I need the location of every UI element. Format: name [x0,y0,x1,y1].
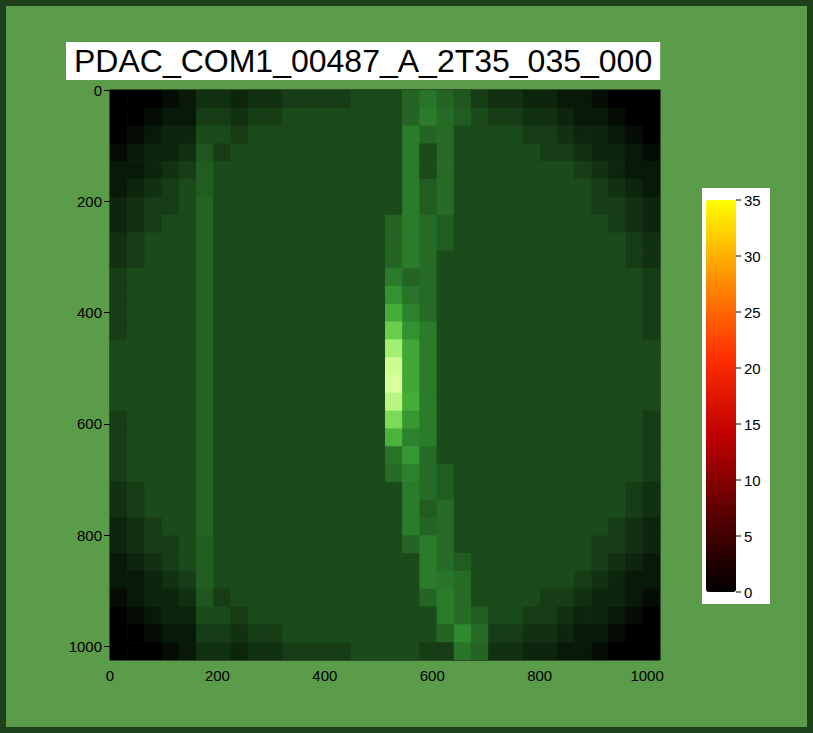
svg-text:5: 5 [744,528,752,545]
svg-text:10: 10 [744,472,761,489]
svg-text:30: 30 [744,248,761,265]
svg-text:600: 600 [77,415,102,432]
svg-text:200: 200 [77,193,102,210]
svg-text:800: 800 [77,527,102,544]
svg-text:15: 15 [744,416,761,433]
svg-text:0: 0 [106,667,114,684]
svg-text:25: 25 [744,304,761,321]
svg-text:200: 200 [205,667,230,684]
svg-text:PDAC_COM1_00487_A_2T35_035_000: PDAC_COM1_00487_A_2T35_035_000 [74,43,652,79]
svg-text:35: 35 [744,192,761,209]
svg-text:0: 0 [94,82,102,99]
svg-text:800: 800 [527,667,552,684]
svg-text:1000: 1000 [69,638,102,655]
svg-text:20: 20 [744,360,761,377]
svg-text:600: 600 [420,667,445,684]
svg-text:0: 0 [744,584,752,601]
svg-text:400: 400 [77,304,102,321]
svg-text:1000: 1000 [630,667,663,684]
svg-text:400: 400 [312,667,337,684]
